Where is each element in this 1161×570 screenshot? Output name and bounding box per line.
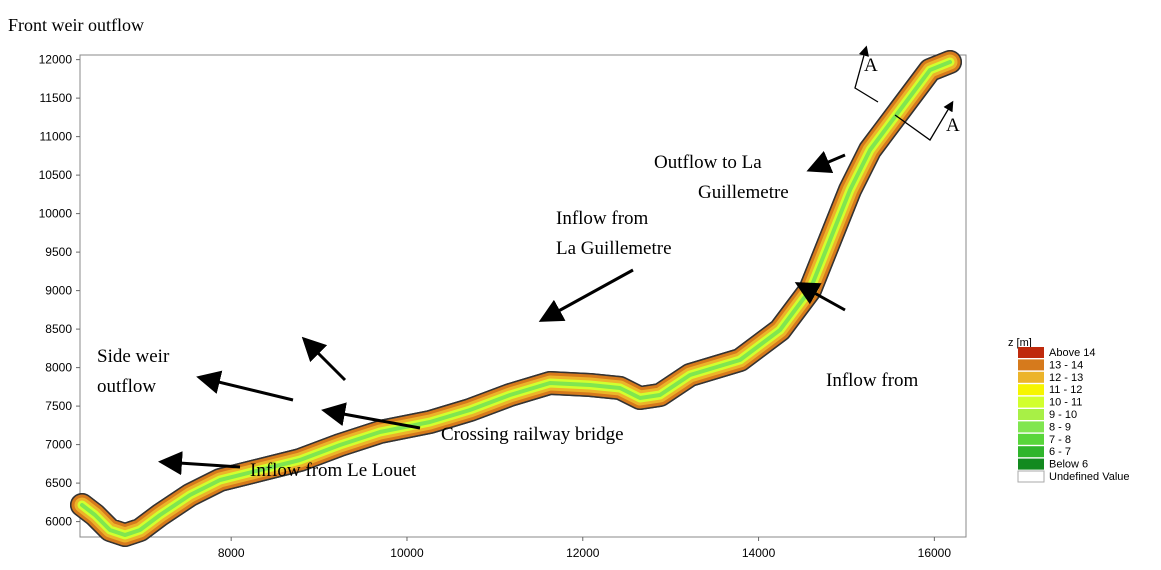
legend-label: 7 - 8	[1049, 434, 1071, 446]
river	[70, 50, 962, 547]
annotation: A	[946, 115, 960, 136]
legend-label: Below 6	[1049, 459, 1088, 471]
annotation: Outflow to La	[654, 152, 762, 173]
legend-label: 6 - 7	[1049, 446, 1071, 458]
y-tick-label: 10000	[39, 207, 73, 221]
title: Front weir outflow	[8, 15, 144, 35]
legend-label: 10 - 11	[1049, 397, 1082, 409]
legend-swatch	[1018, 458, 1044, 470]
annotation: La Guillemetre	[556, 238, 672, 259]
legend-label: Undefined Value	[1049, 471, 1130, 483]
section-markers	[854, 45, 954, 141]
legend-swatch	[1018, 396, 1044, 408]
annotation: Inflow from	[826, 370, 919, 391]
annotation: Inflow from	[556, 208, 649, 229]
legend-label: 11 - 12	[1049, 384, 1082, 396]
y-tick-label: 11000	[40, 130, 73, 144]
y-tick-label: 10500	[39, 168, 73, 182]
x-tick-label: 10000	[390, 546, 424, 560]
y-tick-label: 9500	[45, 245, 72, 259]
y-tick-label: 6000	[45, 515, 72, 529]
annotation: Inflow from Le Louet	[250, 460, 417, 481]
legend-label: 8 - 9	[1049, 421, 1071, 433]
legend-swatch	[1018, 347, 1044, 358]
annotation: Guillemetre	[698, 182, 789, 203]
annotation: A	[864, 55, 878, 76]
legend-swatch	[1018, 446, 1044, 458]
annotation: outflow	[97, 376, 156, 397]
x-tick-label: 12000	[566, 546, 600, 560]
legend-title: z [m]	[1008, 337, 1032, 349]
annotation: Side weir	[97, 346, 170, 367]
y-tick-label: 8000	[45, 361, 72, 375]
legend-swatch	[1018, 409, 1044, 420]
legend-label: 9 - 10	[1049, 409, 1077, 421]
x-tick-label: 8000	[218, 546, 245, 560]
legend-swatch	[1018, 359, 1044, 371]
y-tick-label: 9000	[45, 284, 72, 298]
x-tick-label: 14000	[742, 546, 776, 560]
annotation: Crossing railway bridge	[441, 424, 624, 445]
y-tick-label: 8500	[45, 322, 72, 336]
legend-swatch	[1018, 384, 1044, 396]
y-tick-label: 7500	[45, 399, 72, 413]
legend-label: 12 - 13	[1049, 372, 1083, 384]
y-tick-label: 6500	[45, 476, 72, 490]
legend-label: 13 - 14	[1049, 359, 1083, 371]
legend-swatch	[1018, 421, 1044, 433]
legend-swatch	[1018, 371, 1044, 383]
arrows	[158, 150, 846, 476]
legend-swatch	[1017, 470, 1045, 483]
plot-frame	[79, 54, 967, 538]
legend-swatch	[1018, 433, 1044, 445]
y-tick-label: 11500	[40, 91, 73, 105]
y-tick-label: 7000	[45, 438, 72, 452]
y-tick-label: 12000	[39, 53, 73, 67]
legend-label: Above 14	[1049, 347, 1095, 359]
x-tick-label: 16000	[918, 546, 952, 560]
